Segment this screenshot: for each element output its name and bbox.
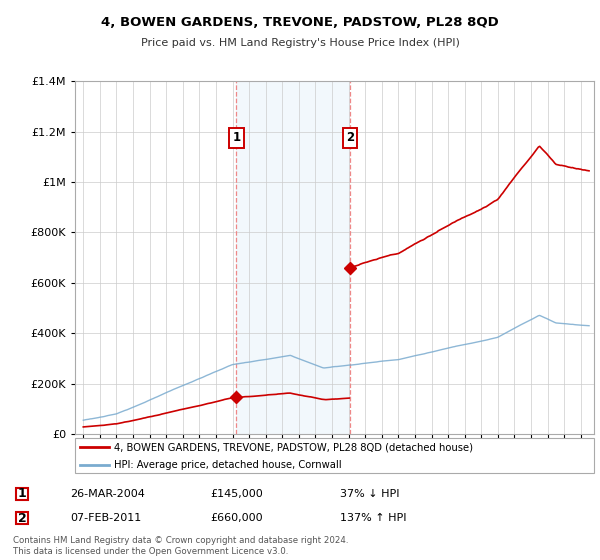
Text: Contains HM Land Registry data © Crown copyright and database right 2024.
This d: Contains HM Land Registry data © Crown c… bbox=[13, 536, 349, 556]
FancyBboxPatch shape bbox=[16, 488, 28, 500]
Text: 137% ↑ HPI: 137% ↑ HPI bbox=[340, 513, 407, 523]
Text: 2: 2 bbox=[346, 132, 354, 144]
Text: 4, BOWEN GARDENS, TREVONE, PADSTOW, PL28 8QD: 4, BOWEN GARDENS, TREVONE, PADSTOW, PL28… bbox=[101, 16, 499, 29]
Text: 37% ↓ HPI: 37% ↓ HPI bbox=[340, 489, 400, 499]
Text: 1: 1 bbox=[232, 132, 241, 144]
FancyBboxPatch shape bbox=[16, 512, 28, 524]
Text: £145,000: £145,000 bbox=[210, 489, 263, 499]
Bar bbox=[236, 81, 350, 434]
Text: £660,000: £660,000 bbox=[210, 513, 263, 523]
Text: HPI: Average price, detached house, Cornwall: HPI: Average price, detached house, Corn… bbox=[114, 460, 341, 470]
Text: 2: 2 bbox=[17, 512, 26, 525]
FancyBboxPatch shape bbox=[75, 438, 594, 473]
Text: 07-FEB-2011: 07-FEB-2011 bbox=[70, 513, 141, 523]
Text: Price paid vs. HM Land Registry's House Price Index (HPI): Price paid vs. HM Land Registry's House … bbox=[140, 38, 460, 48]
Text: 26-MAR-2004: 26-MAR-2004 bbox=[70, 489, 145, 499]
Text: 1: 1 bbox=[17, 487, 26, 501]
Text: 4, BOWEN GARDENS, TREVONE, PADSTOW, PL28 8QD (detached house): 4, BOWEN GARDENS, TREVONE, PADSTOW, PL28… bbox=[114, 442, 473, 452]
